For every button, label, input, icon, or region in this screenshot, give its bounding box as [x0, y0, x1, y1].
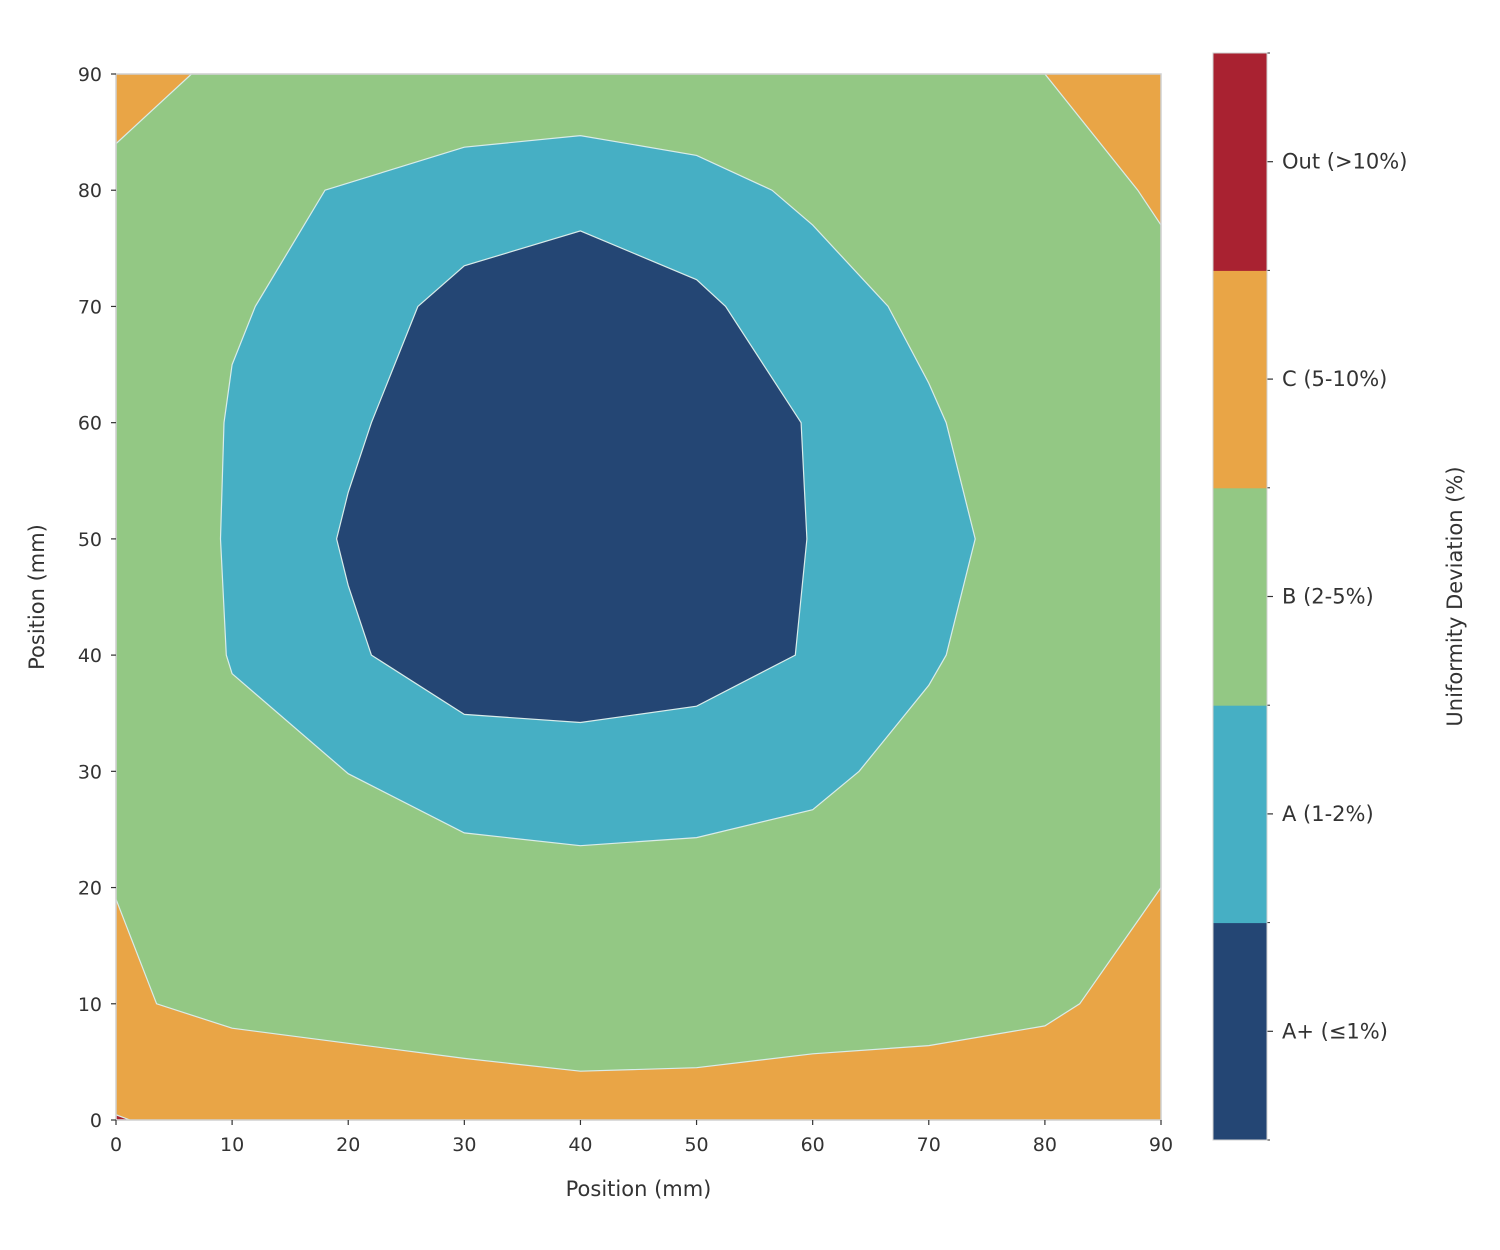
x-tick-label: 40	[568, 1134, 592, 1156]
x-tick-label: 30	[452, 1134, 476, 1156]
x-tick-label: 10	[220, 1134, 244, 1156]
colorbar-label: Uniformity Deviation (%)	[1443, 466, 1467, 726]
colorbar-level-label: Out (>10%)	[1282, 150, 1407, 174]
x-tick-label: 20	[336, 1134, 360, 1156]
x-tick-label: 0	[110, 1134, 122, 1156]
colorbar: A+ (≤1%) A (1-2%) B (2-5%) C (5-10%) Out (>1…	[1212, 52, 1407, 1141]
colorbar-level-label: B (2-5%)	[1282, 585, 1374, 609]
y-axis: 0 10 20 30 40 50 60 70 80 90	[78, 64, 116, 1132]
y-tick-label: 50	[78, 529, 102, 551]
y-axis-label: Position (mm)	[25, 524, 49, 670]
colorbar-segment	[1213, 705, 1267, 924]
colorbar-segment	[1213, 270, 1267, 489]
y-tick-label: 20	[78, 878, 102, 900]
x-tick-label: 70	[917, 1134, 941, 1156]
colorbar-segment	[1213, 922, 1267, 1141]
colorbar-level-label: A (1-2%)	[1282, 802, 1374, 826]
plot-frame	[115, 73, 1162, 1121]
colorbar-segment	[1213, 53, 1267, 271]
colorbar-level-label: A+ (≤1%)	[1282, 1019, 1388, 1043]
x-tick-label: 50	[684, 1134, 708, 1156]
y-tick-label: 60	[78, 413, 102, 435]
y-tick-label: 0	[90, 1110, 102, 1132]
y-tick-label: 40	[78, 645, 102, 667]
x-axis-label: Position (mm)	[566, 1177, 712, 1201]
colorbar-segment	[1213, 487, 1267, 706]
colorbar-frame	[1212, 52, 1268, 1141]
y-tick-label: 90	[78, 64, 102, 86]
contour-regions	[115, 73, 1162, 1121]
y-tick-label: 10	[78, 994, 102, 1016]
x-tick-label: 80	[1033, 1134, 1057, 1156]
x-axis: 0 10 20 30 40 50 60 70 80 90	[110, 1120, 1173, 1156]
x-tick-label: 90	[1149, 1134, 1173, 1156]
y-tick-label: 70	[78, 296, 102, 318]
y-tick-label: 30	[78, 761, 102, 783]
y-tick-label: 80	[78, 180, 102, 202]
contour-region	[335, 230, 808, 724]
colorbar-level-label: C (5-10%)	[1282, 367, 1387, 391]
x-tick-label: 60	[801, 1134, 825, 1156]
